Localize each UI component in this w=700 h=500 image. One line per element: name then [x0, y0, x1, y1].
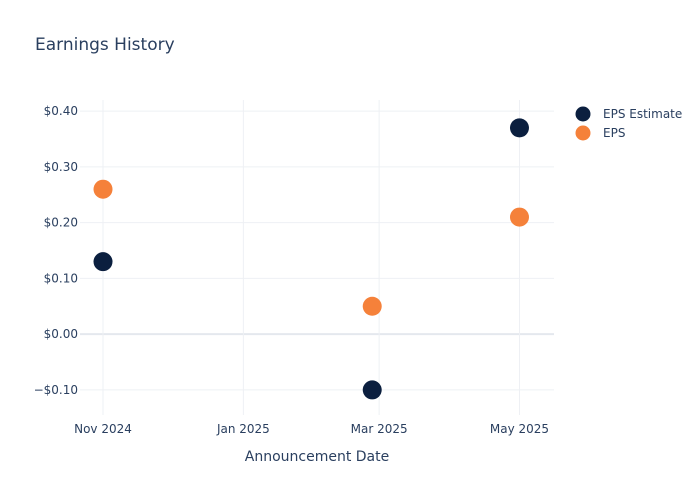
x-tick-label: Jan 2025: [216, 422, 270, 436]
x-axis-ticks: Nov 2024 Jan 2025 Mar 2025 May 2025: [74, 422, 549, 436]
x-axis-label: Announcement Date: [245, 449, 389, 465]
legend-marker: [575, 106, 591, 122]
y-axis-ticks: −$0.10 $0.00 $0.10 $0.20 $0.30 $0.40: [34, 104, 78, 397]
data-point-eps[interactable]: [93, 179, 113, 199]
x-tick-label: Nov 2024: [74, 422, 132, 436]
data-point-eps[interactable]: [509, 207, 529, 227]
data-point-eps-estimate[interactable]: [93, 252, 113, 272]
x-tick-label: May 2025: [490, 422, 549, 436]
y-tick-label: $0.20: [44, 216, 78, 230]
legend: EPS Estimate EPS: [575, 106, 682, 141]
data-points: [93, 118, 529, 400]
y-tick-label: $0.40: [44, 104, 78, 118]
data-point-eps-estimate[interactable]: [362, 380, 382, 400]
grid: [80, 100, 554, 415]
data-point-eps-estimate[interactable]: [509, 118, 529, 138]
x-tick-label: Mar 2025: [351, 422, 408, 436]
y-tick-label: $0.10: [44, 271, 78, 285]
legend-label: EPS Estimate: [603, 107, 682, 121]
y-tick-label: $0.30: [44, 160, 78, 174]
legend-label: EPS: [603, 126, 625, 140]
y-tick-label: $0.00: [44, 327, 78, 341]
data-point-eps[interactable]: [362, 296, 382, 316]
y-tick-label: −$0.10: [34, 383, 78, 397]
chart-title: Earnings History: [35, 35, 175, 55]
legend-marker: [575, 125, 591, 141]
